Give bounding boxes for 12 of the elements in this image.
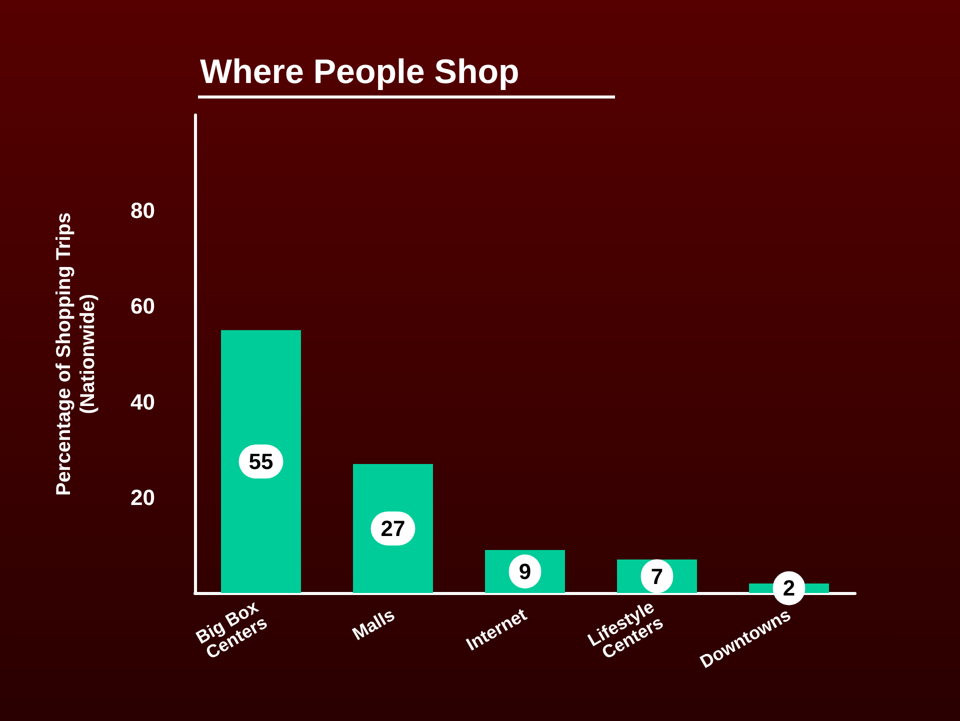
data-label: 27 [380, 516, 406, 541]
chart-title: Where People Shop [200, 53, 520, 91]
y-tick-label: 80 [130, 198, 155, 224]
data-label: 2 [782, 576, 796, 601]
y-tick-label: 40 [130, 389, 155, 414]
y-axis-title: Percentage of Shopping Trips (Nationwide) [53, 212, 99, 496]
x-tick-label: Malls [349, 604, 398, 644]
data-label: 55 [248, 449, 274, 474]
data-label: 7 [650, 564, 664, 589]
data-label: 9 [518, 558, 532, 584]
y-tick-label: 60 [130, 294, 155, 319]
y-tick-label: 20 [130, 484, 155, 510]
